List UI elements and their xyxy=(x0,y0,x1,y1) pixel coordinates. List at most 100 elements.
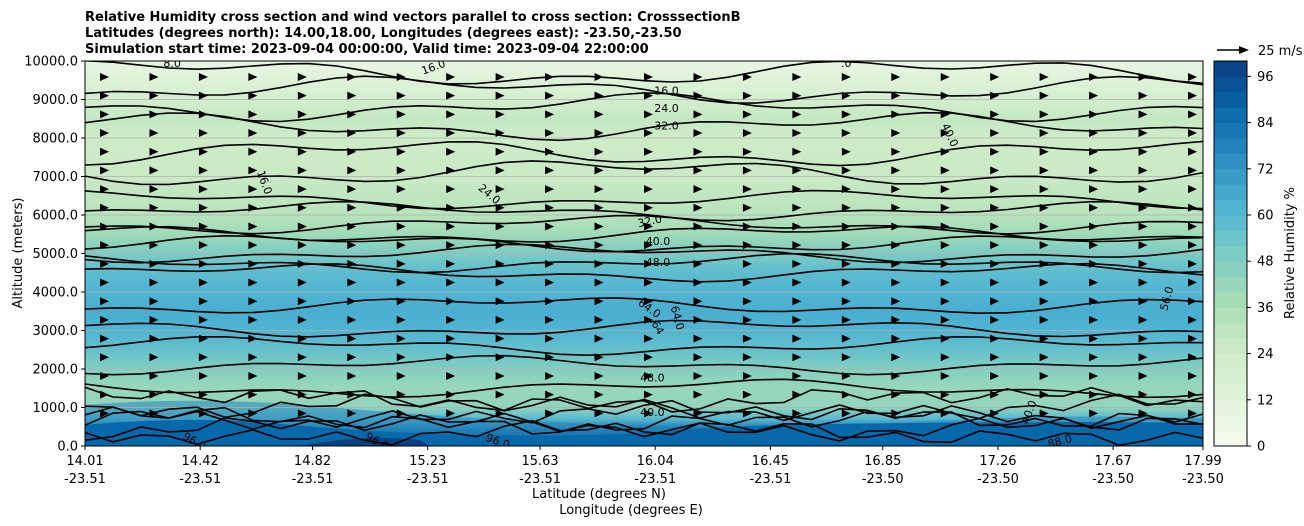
wind-vector xyxy=(446,353,456,362)
wind-vector xyxy=(396,185,406,194)
wind-vector xyxy=(990,185,1000,194)
wind-vector xyxy=(792,185,802,194)
wind-vector xyxy=(545,278,555,287)
wind-vector xyxy=(396,73,406,81)
wind-vector xyxy=(644,73,653,81)
wind-vector xyxy=(1188,73,1197,81)
wind-vector xyxy=(149,203,159,212)
wind-vector xyxy=(891,110,901,119)
colorbar-band xyxy=(1214,292,1247,308)
wind-vector xyxy=(1039,259,1049,268)
wind-vector xyxy=(742,390,752,399)
x-tick-label-lon-0: -23.51 xyxy=(64,472,106,487)
wind-vector xyxy=(446,278,456,287)
wind-vector xyxy=(1188,110,1197,119)
wind-vectors xyxy=(100,73,1197,418)
y-axis: Altitude (meters) 0.0 1000.0 2000.0 3000.0 4… xyxy=(11,55,85,455)
wind-vector xyxy=(990,371,1000,380)
wind-vector xyxy=(1039,278,1049,287)
x-tick-label-lon-4: -23.51 xyxy=(519,472,561,487)
wind-vector xyxy=(446,147,456,156)
wind-vector xyxy=(1039,73,1049,81)
wind-vector xyxy=(594,241,604,250)
colorbar-frame xyxy=(1213,60,1248,447)
wind-vector xyxy=(891,185,901,194)
contour-line-21 xyxy=(85,111,1203,142)
wind-vector xyxy=(1089,371,1099,380)
wind-vector xyxy=(545,147,555,156)
wind-vector xyxy=(1138,353,1148,362)
wind-vector xyxy=(1039,390,1049,399)
wind-vector xyxy=(990,166,1000,175)
title-line-3: Simulation start time: 2023-09-04 00:00:… xyxy=(85,42,649,57)
wind-vector xyxy=(891,297,901,306)
wind-vector xyxy=(347,315,357,324)
wind-vector xyxy=(545,91,555,100)
wind-vector xyxy=(1089,73,1099,81)
colorbar: 0 12 24 36 48 60 72 84 96 Relative Humidity % xyxy=(1213,60,1298,455)
wind-vector xyxy=(396,203,406,212)
wind-vector xyxy=(841,110,851,119)
wind-vector xyxy=(940,353,950,362)
colorbar-tick-label-8: 96 xyxy=(1257,70,1274,85)
y-tick-label-5: 5000.0 xyxy=(33,247,79,262)
wind-vector xyxy=(1039,297,1049,306)
wind-vector xyxy=(693,409,703,418)
wind-vector xyxy=(149,241,159,250)
wind-vector xyxy=(347,185,357,194)
wind-vector xyxy=(446,259,456,268)
wind-vector xyxy=(248,166,258,175)
wind-vector xyxy=(940,334,950,343)
wind-vector xyxy=(297,353,307,362)
colorbar-band xyxy=(1214,91,1247,108)
wind-vector xyxy=(990,390,1000,399)
wind-vector xyxy=(446,166,456,175)
wind-vector xyxy=(1089,297,1099,306)
wind-vector xyxy=(940,110,950,119)
wind-vector xyxy=(1138,222,1148,231)
wind-vector xyxy=(594,147,604,156)
wind-vector xyxy=(742,203,752,212)
wind-vector xyxy=(1188,166,1197,175)
wind-vector xyxy=(446,390,456,399)
wind-vector xyxy=(1188,241,1197,250)
wind-vector xyxy=(297,185,307,194)
wind-vector xyxy=(1039,334,1049,343)
x-tick-label-lat-9: 17.67 xyxy=(1095,454,1132,469)
wind-vector xyxy=(841,315,851,324)
wind-vector xyxy=(742,91,752,100)
wind-vector xyxy=(100,390,109,399)
wind-vector xyxy=(100,129,109,138)
wind-vector xyxy=(446,185,456,194)
wind-vector xyxy=(1089,91,1099,100)
wind-vector xyxy=(891,371,901,380)
x-tick-label-lat-1: 14.42 xyxy=(182,454,219,469)
colorbar-band xyxy=(1214,430,1247,447)
x-tick-label-lon-7: -23.50 xyxy=(862,472,904,487)
wind-vector xyxy=(841,278,851,287)
wind-vector xyxy=(792,371,802,380)
wind-vector xyxy=(841,185,851,194)
colorbar-tick-label-5: 60 xyxy=(1257,209,1274,224)
wind-vector xyxy=(297,278,307,287)
wind-vector xyxy=(940,409,950,418)
wind-vector xyxy=(347,409,357,418)
wind-vector xyxy=(990,129,1000,138)
wind-vector xyxy=(446,110,456,119)
wind-vector xyxy=(742,110,752,119)
wind-vector xyxy=(891,353,901,362)
wind-vector xyxy=(545,390,555,399)
wind-vector xyxy=(248,110,258,119)
wind-vector xyxy=(495,129,505,138)
wind-vector xyxy=(1138,409,1148,418)
wind-vector xyxy=(693,278,703,287)
wind-vector xyxy=(446,315,456,324)
quiver-key-arrowhead xyxy=(1239,46,1249,54)
wind-vector xyxy=(149,91,159,100)
wind-vector xyxy=(1089,259,1099,268)
wind-vector xyxy=(742,353,752,362)
wind-vector xyxy=(1089,390,1099,399)
contour-label-15: 56.0 xyxy=(1158,285,1177,312)
wind-vector xyxy=(1188,259,1197,268)
